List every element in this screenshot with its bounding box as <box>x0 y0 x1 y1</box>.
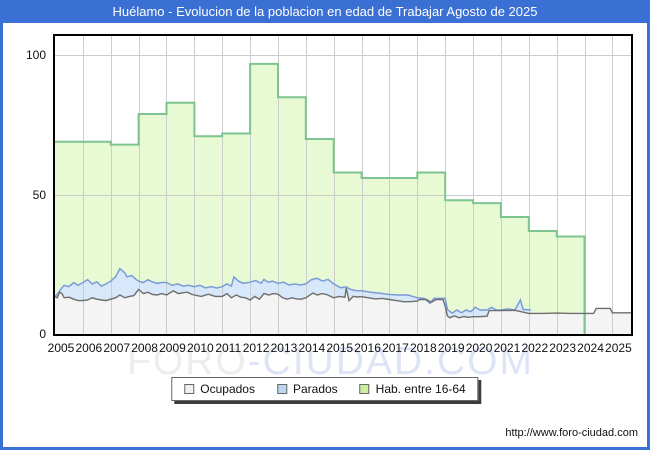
x-tick-label: 2005 <box>47 341 75 355</box>
frame-border-right <box>647 0 650 450</box>
x-tick-label: 2020 <box>465 341 493 355</box>
watermark: FORO-CIUDAD.COM <box>127 340 534 384</box>
x-tick-label: 2007 <box>103 341 131 355</box>
y-tick-label: 100 <box>25 48 46 63</box>
legend-swatch <box>276 384 287 394</box>
legend-label: Parados <box>292 382 338 396</box>
x-tick-label: 2015 <box>326 341 354 355</box>
x-tick-label: 2008 <box>131 341 158 355</box>
x-tick-label: 2010 <box>186 341 214 355</box>
x-tick-label: 2016 <box>354 341 381 355</box>
chart-title: Huélamo - Evolucion de la poblacion en e… <box>112 4 538 19</box>
x-tick-label: 2021 <box>493 341 521 355</box>
legend-label: Ocupados <box>200 382 255 396</box>
ocupados-area <box>55 288 631 334</box>
chart-legend: Ocupados Parados Hab. entre 16-64 <box>171 377 479 401</box>
x-tick-label: 2006 <box>75 341 103 355</box>
x-tick-label: 2014 <box>298 341 326 355</box>
frame-border-bottom <box>0 447 650 450</box>
watermark-text-blue: -CIUDAD.COM <box>247 340 534 383</box>
x-tick-label: 2012 <box>242 341 270 355</box>
x-tick-label: 2025 <box>605 341 632 355</box>
hab-16-64-line <box>55 62 586 334</box>
y-tick-label: 50 <box>32 187 46 202</box>
x-tick-label: 2019 <box>437 341 465 355</box>
parados-line <box>55 267 531 315</box>
x-tick-label: 2022 <box>521 341 549 355</box>
watermark-text-gray: FORO <box>127 340 248 383</box>
source-url[interactable]: http://www.foro-ciudad.com <box>505 427 638 439</box>
legend-item: Hab. entre 16-64 <box>359 381 466 397</box>
legend-item: Parados <box>276 381 338 397</box>
x-tick-label: 2018 <box>409 341 437 355</box>
legend-swatch <box>359 384 370 394</box>
hab-16-64-area <box>55 63 585 334</box>
x-tick-label: 2017 <box>382 341 409 355</box>
chart-plot-area <box>53 34 633 336</box>
legend-label: Hab. entre 16-64 <box>375 382 466 396</box>
y-tick-label: 0 <box>39 327 46 341</box>
x-tick-label: 2024 <box>577 341 604 355</box>
frame-border-left <box>0 0 3 450</box>
legend-item: Ocupados <box>184 381 255 397</box>
x-tick-label: 2009 <box>159 341 186 355</box>
x-tick-label: 2023 <box>549 341 577 355</box>
legend-swatch <box>184 384 195 394</box>
ocupados-line <box>55 287 631 319</box>
x-tick-label: 2011 <box>215 341 242 355</box>
title-bar: Huélamo - Evolucion de la poblacion en e… <box>0 0 650 23</box>
area-chart <box>55 36 631 334</box>
x-tick-label: 2013 <box>270 341 298 355</box>
